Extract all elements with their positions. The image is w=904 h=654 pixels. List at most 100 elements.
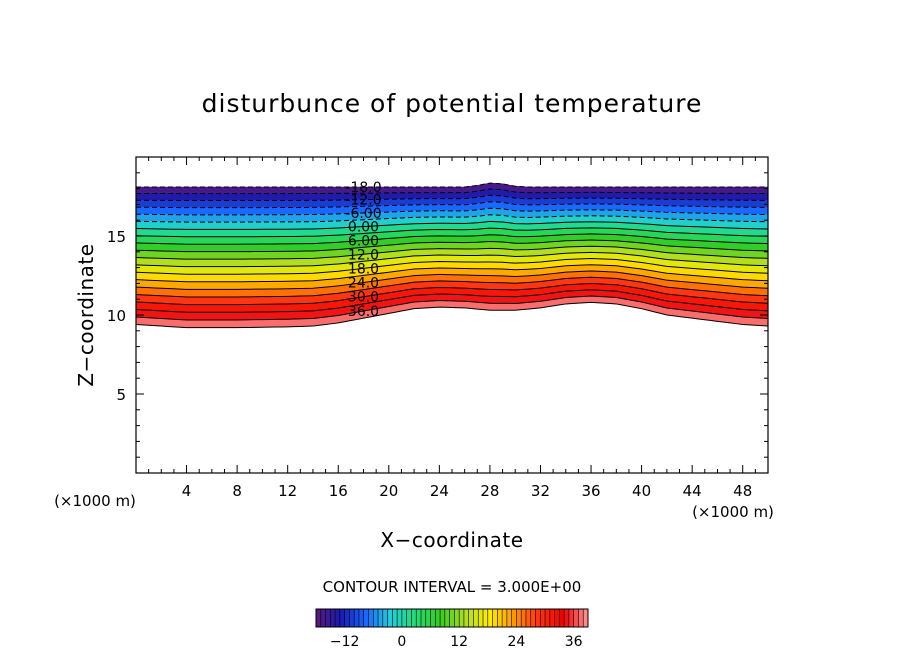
- x-tick-label: 40: [632, 482, 651, 500]
- colorbar-swatch: [330, 609, 336, 627]
- y-tick-label: 10: [107, 307, 126, 325]
- y-tick-label: 15: [107, 228, 126, 246]
- contour-line: [135, 301, 769, 329]
- colorbar-swatch: [344, 609, 350, 627]
- colorbar-swatch: [378, 609, 384, 627]
- x-tick-label: 12: [278, 482, 297, 500]
- contour-label: -18.0: [345, 180, 381, 196]
- colorbar-swatch: [397, 609, 403, 627]
- colorbar-swatch: [483, 609, 489, 627]
- contour-line: [136, 182, 768, 188]
- colorbar-swatch: [516, 609, 522, 627]
- colorbar-swatch: [506, 609, 512, 627]
- contour-line: [135, 251, 769, 268]
- contour-line: [135, 207, 769, 216]
- colorbar-swatch: [401, 609, 407, 627]
- colorbar-swatch: [349, 609, 355, 627]
- colorbar-swatch: [463, 609, 469, 627]
- contour-label: 36.0: [348, 304, 379, 320]
- contour-line: [135, 276, 769, 298]
- temperature-field: [135, 182, 769, 328]
- colorbar-swatch: [468, 609, 474, 627]
- colorbar-swatch: [530, 609, 536, 627]
- colorbar-swatch: [540, 609, 546, 627]
- contour-line: [135, 264, 769, 283]
- y-axis-title: Z−coordinate: [74, 243, 98, 386]
- colorbar-swatch: [435, 609, 441, 627]
- colorbar-swatch: [573, 609, 579, 627]
- y-tick-label: 5: [116, 386, 126, 404]
- colorbar-swatch: [459, 609, 465, 627]
- x-tick-label: 48: [733, 482, 752, 500]
- contour-line: [135, 295, 769, 321]
- x-tick-label: 28: [480, 482, 499, 500]
- colorbar-swatch: [545, 609, 551, 627]
- colorbar-swatch: [473, 609, 479, 627]
- x-axis-title: X−coordinate: [380, 528, 523, 552]
- colorbar-swatch: [559, 609, 565, 627]
- colorbar-tick-label: 0: [397, 634, 406, 650]
- contour-line: [135, 220, 769, 230]
- colorbar-swatch: [411, 609, 417, 627]
- colorbar-swatch: [382, 609, 388, 627]
- x-tick-label: 24: [430, 482, 449, 500]
- contour-label: 6.00: [348, 233, 379, 249]
- contour-line: [135, 227, 769, 238]
- contour-label: 30.0: [348, 290, 379, 306]
- colorbar-tick-label: −12: [330, 634, 360, 650]
- colorbar-swatch: [583, 609, 589, 627]
- colorbar-swatch: [320, 609, 326, 627]
- contour-label: 24.0: [348, 276, 379, 292]
- colorbar-swatch: [497, 609, 503, 627]
- colorbar-tick-label: 24: [508, 634, 526, 650]
- contour-line: [135, 201, 769, 209]
- y-tick-labels: 5 10 15: [107, 228, 126, 404]
- contour-line: [135, 289, 769, 313]
- contour-line: [135, 214, 769, 223]
- contour-lines: [135, 182, 769, 329]
- colorbar-tick-label: 12: [450, 634, 468, 650]
- contour-labels: -18.0-12.0-6.000.006.0012.018.024.030.03…: [345, 180, 381, 320]
- contour-label: 12.0: [348, 247, 379, 263]
- colorbar-labels: −12 0 12 24 36: [330, 634, 583, 650]
- temperature-band: [135, 182, 769, 194]
- colorbar-swatch: [568, 609, 574, 627]
- colorbar-frame: [315, 608, 589, 628]
- colorbar-swatch: [511, 609, 517, 627]
- colorbar-swatch: [387, 609, 393, 627]
- contour-line: [135, 245, 769, 260]
- colorbar-swatch: [525, 609, 532, 627]
- colorbar-swatch: [549, 609, 555, 627]
- axis-ticks: [136, 157, 768, 473]
- colorbar-swatch: [564, 609, 570, 627]
- x-tick-label: 16: [329, 482, 348, 500]
- contour-interval-text: CONTOUR INTERVAL = 3.000E+00: [323, 578, 582, 596]
- colorbar-swatch: [440, 609, 446, 627]
- x-tick-labels: 4 8 12 16 20 24 28 32 36 40 44 48: [182, 482, 752, 500]
- contour-line: [135, 258, 769, 275]
- contour-label: -6.00: [345, 206, 381, 222]
- x-tick-label: 4: [182, 482, 192, 500]
- contour-line: [135, 270, 769, 290]
- colorbar-tick-label: 36: [565, 634, 583, 650]
- contour-label: 0.00: [348, 220, 379, 236]
- colorbar: [315, 608, 589, 628]
- colorbar-swatch: [449, 609, 455, 627]
- x-unit-right: (×1000 m): [692, 503, 774, 521]
- x-unit-left: (×1000 m): [54, 492, 136, 510]
- colorbar-swatch: [339, 609, 345, 627]
- contour-line: [135, 282, 769, 306]
- x-tick-label: 36: [581, 482, 600, 500]
- colorbar-swatch: [502, 609, 508, 627]
- colorbar-swatch: [430, 609, 436, 627]
- colorbar-swatch: [578, 609, 584, 627]
- contour-line: [135, 188, 769, 195]
- colorbar-swatch: [392, 609, 398, 627]
- contour-label: 18.0: [348, 261, 379, 277]
- colorbar-swatch: [444, 609, 450, 627]
- contour-line: [135, 233, 769, 245]
- colorbar-swatch: [416, 609, 422, 627]
- colorbar-swatch: [363, 609, 369, 627]
- colorbar-swatch: [535, 609, 541, 627]
- x-tick-label: 20: [379, 482, 398, 500]
